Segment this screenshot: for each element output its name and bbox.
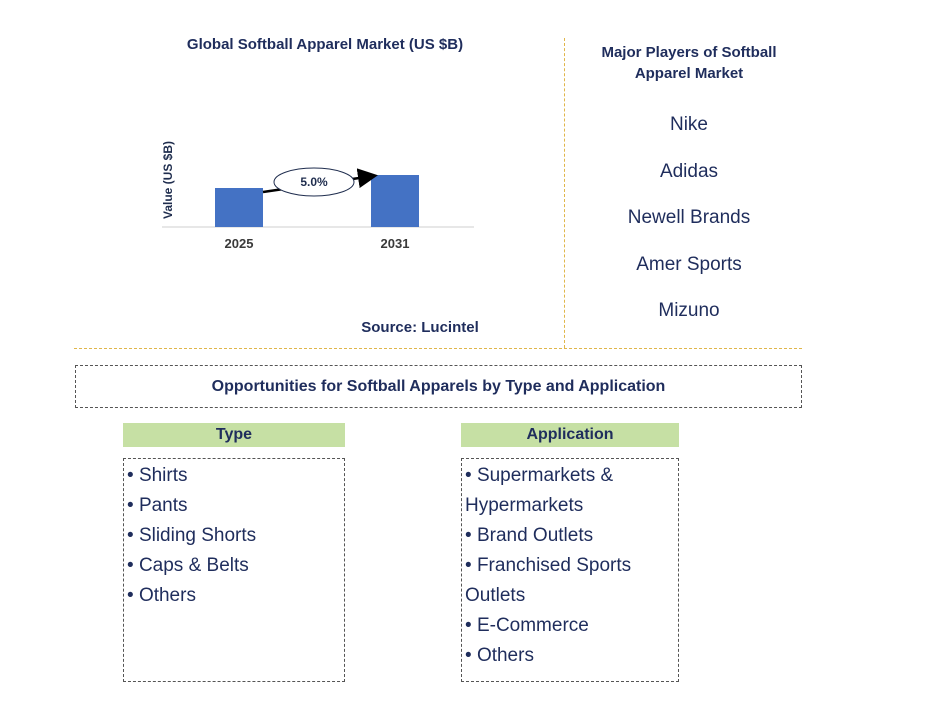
horizontal-divider	[74, 348, 802, 349]
y-axis-label: Value (US $B)	[161, 141, 175, 219]
cagr-label: 5.0%	[300, 175, 328, 189]
bar-chart: Value (US $B) 2025 2031 5.0%	[161, 141, 474, 251]
application-item: • Brand Outlets	[465, 525, 594, 546]
application-header: Application	[461, 423, 679, 447]
vertical-divider	[564, 38, 565, 348]
type-item: • Shirts	[127, 465, 188, 486]
x-tick-label: 2025	[225, 236, 254, 251]
players-title: Major Players of Softball Apparel Market	[601, 44, 777, 82]
source-label: Source: Lucintel	[361, 319, 479, 336]
player-item: Adidas	[659, 160, 719, 182]
cagr-bubble	[273, 167, 355, 197]
player-item: Mizuno	[658, 300, 720, 321]
chart-title: Global Softball Apparel Market (US $B)	[186, 36, 464, 53]
opportunities-title: Opportunities for Softball Apparels by T…	[75, 365, 802, 408]
application-list-box: • Supermarkets & Hypermarkets • Brand Ou…	[461, 458, 679, 682]
type-header: Type	[123, 423, 345, 447]
application-item: • Franchised Sports Outlets	[465, 555, 632, 606]
type-item: • Sliding Shorts	[127, 525, 257, 546]
bar-2025	[215, 188, 263, 227]
application-item: • E-Commerce	[465, 615, 589, 636]
x-tick-label: 2031	[381, 236, 410, 251]
type-item: • Caps & Belts	[127, 555, 249, 576]
application-item: • Supermarkets & Hypermarkets	[465, 465, 614, 516]
player-item: Newell Brands	[627, 207, 751, 228]
player-item: Amer Sports	[636, 253, 742, 275]
players-list: Nike Adidas Newell Brands Amer Sports Mi…	[584, 112, 794, 345]
bar-2031	[371, 175, 419, 227]
type-list-box: • Shirts • Pants • Sliding Shorts • Caps…	[123, 458, 345, 682]
application-item: • Others	[465, 645, 534, 666]
type-item: • Pants	[127, 495, 188, 516]
type-item: • Others	[127, 585, 196, 606]
player-item: Nike	[669, 114, 708, 135]
